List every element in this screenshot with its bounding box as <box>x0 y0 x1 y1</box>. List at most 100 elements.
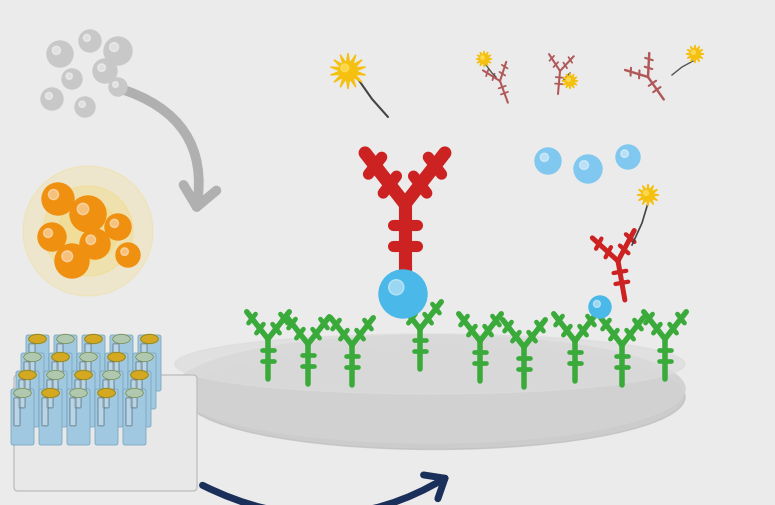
FancyBboxPatch shape <box>19 380 25 408</box>
Ellipse shape <box>57 335 74 344</box>
FancyBboxPatch shape <box>82 335 105 391</box>
Circle shape <box>105 215 131 240</box>
Polygon shape <box>562 74 578 90</box>
Polygon shape <box>686 46 704 64</box>
Circle shape <box>52 47 60 56</box>
Circle shape <box>47 42 73 68</box>
Ellipse shape <box>24 352 41 362</box>
Ellipse shape <box>70 389 88 398</box>
Ellipse shape <box>108 352 126 362</box>
FancyBboxPatch shape <box>42 398 48 426</box>
Circle shape <box>84 35 91 42</box>
Circle shape <box>594 301 601 308</box>
Circle shape <box>23 167 153 296</box>
Circle shape <box>104 38 132 66</box>
Circle shape <box>480 56 488 64</box>
Ellipse shape <box>136 352 153 362</box>
Circle shape <box>580 161 588 170</box>
Circle shape <box>566 78 574 86</box>
FancyBboxPatch shape <box>100 371 123 427</box>
Circle shape <box>43 229 53 238</box>
Circle shape <box>643 191 649 196</box>
FancyBboxPatch shape <box>133 354 156 409</box>
Ellipse shape <box>141 335 158 344</box>
Circle shape <box>78 204 88 215</box>
FancyBboxPatch shape <box>110 335 133 391</box>
Circle shape <box>42 184 74 216</box>
Ellipse shape <box>29 335 46 344</box>
FancyBboxPatch shape <box>131 380 137 408</box>
Circle shape <box>121 248 129 256</box>
FancyBboxPatch shape <box>136 362 142 390</box>
FancyBboxPatch shape <box>26 335 49 391</box>
Circle shape <box>642 190 654 201</box>
Circle shape <box>70 196 106 232</box>
Circle shape <box>55 244 89 278</box>
FancyBboxPatch shape <box>105 354 128 409</box>
FancyBboxPatch shape <box>75 380 81 408</box>
Circle shape <box>62 70 82 90</box>
FancyBboxPatch shape <box>138 335 161 391</box>
Circle shape <box>339 63 357 81</box>
FancyBboxPatch shape <box>44 371 67 427</box>
FancyArrowPatch shape <box>118 88 216 208</box>
FancyBboxPatch shape <box>95 389 118 445</box>
Circle shape <box>388 280 404 295</box>
FancyBboxPatch shape <box>108 362 114 390</box>
Circle shape <box>691 52 695 55</box>
FancyBboxPatch shape <box>54 335 77 391</box>
Circle shape <box>621 150 629 158</box>
FancyBboxPatch shape <box>14 398 20 426</box>
Circle shape <box>46 93 53 100</box>
FancyBboxPatch shape <box>11 389 34 445</box>
FancyBboxPatch shape <box>24 362 30 390</box>
FancyBboxPatch shape <box>128 371 151 427</box>
Ellipse shape <box>103 371 120 380</box>
Ellipse shape <box>175 334 685 394</box>
FancyBboxPatch shape <box>126 398 132 426</box>
FancyBboxPatch shape <box>113 344 119 372</box>
Ellipse shape <box>98 389 115 398</box>
Circle shape <box>616 146 640 170</box>
Ellipse shape <box>131 371 148 380</box>
FancyBboxPatch shape <box>80 362 86 390</box>
Circle shape <box>41 89 63 111</box>
Circle shape <box>75 98 95 118</box>
FancyBboxPatch shape <box>72 371 95 427</box>
FancyBboxPatch shape <box>67 389 90 445</box>
Circle shape <box>58 201 118 262</box>
FancyBboxPatch shape <box>52 362 58 390</box>
Circle shape <box>79 102 85 108</box>
FancyBboxPatch shape <box>123 389 146 445</box>
Circle shape <box>98 65 105 72</box>
Circle shape <box>341 65 349 73</box>
Circle shape <box>379 271 427 318</box>
Circle shape <box>589 296 611 318</box>
Circle shape <box>567 79 570 82</box>
Ellipse shape <box>52 352 69 362</box>
FancyBboxPatch shape <box>16 371 39 427</box>
Circle shape <box>574 156 602 184</box>
Ellipse shape <box>126 389 143 398</box>
FancyArrowPatch shape <box>202 475 445 505</box>
FancyBboxPatch shape <box>49 354 72 409</box>
Ellipse shape <box>175 335 685 443</box>
FancyBboxPatch shape <box>39 389 62 445</box>
Circle shape <box>38 224 66 251</box>
FancyBboxPatch shape <box>29 344 35 372</box>
Ellipse shape <box>185 345 685 449</box>
Circle shape <box>86 235 95 245</box>
Circle shape <box>109 43 119 53</box>
FancyBboxPatch shape <box>14 375 197 491</box>
Circle shape <box>109 79 127 97</box>
Ellipse shape <box>42 389 59 398</box>
FancyBboxPatch shape <box>47 380 53 408</box>
FancyBboxPatch shape <box>85 344 91 372</box>
Ellipse shape <box>46 371 64 380</box>
FancyBboxPatch shape <box>141 344 147 372</box>
FancyBboxPatch shape <box>77 354 100 409</box>
Circle shape <box>535 148 561 175</box>
Circle shape <box>540 154 549 162</box>
FancyBboxPatch shape <box>57 344 63 372</box>
Circle shape <box>62 251 73 262</box>
